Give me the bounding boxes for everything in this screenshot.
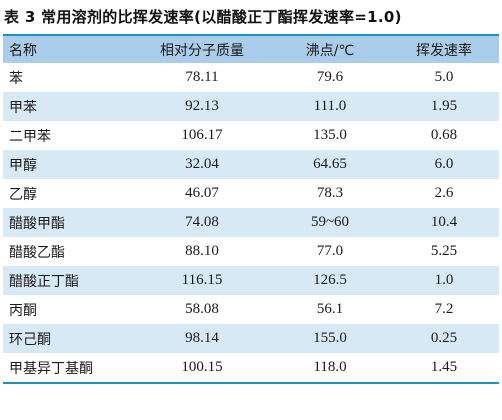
cell-boiling-point: 111.0: [271, 92, 389, 121]
cell-boiling-point: 77.0: [316, 243, 344, 259]
cell-evaporation-rate: 1.45: [389, 353, 499, 384]
cell-molecular-weight: 32.04: [133, 150, 271, 179]
cell-molecular-weight: 106.17: [181, 127, 223, 143]
cell-boiling-point: 126.5: [271, 266, 389, 295]
cell-molecular-weight: 74.08: [133, 208, 271, 237]
cell-name: 醋酸乙酯: [9, 244, 65, 261]
cell-name: 丙酮: [9, 302, 37, 319]
table-row: 苯 78.11 79.6 5.0: [3, 63, 499, 92]
cell-boiling-point: 155.0: [271, 324, 389, 353]
cell-boiling-point: 56.1: [316, 301, 344, 317]
cell-boiling-point: 78.3: [316, 185, 344, 201]
cell-boiling-point: 64.65: [271, 150, 389, 179]
cell-molecular-weight: 98.14: [133, 324, 271, 353]
cell-evaporation-rate: 5.0: [434, 69, 454, 85]
header-molecular-weight: 相对分子质量: [133, 35, 271, 63]
cell-evaporation-rate: 7.2: [434, 301, 454, 317]
table-row: 醋酸甲酯 74.08 59~60 10.4: [3, 208, 499, 237]
table-row: 丙酮 58.08 56.1 7.2: [3, 295, 499, 324]
table-row: 环己酮 98.14 155.0 0.25: [3, 324, 499, 353]
cell-boiling-point: 79.6: [316, 69, 344, 85]
table-row: 甲苯 92.13 111.0 1.95: [3, 92, 499, 121]
cell-molecular-weight: 78.11: [185, 69, 219, 85]
cell-evaporation-rate: 0.25: [389, 324, 499, 353]
table-row: 甲基异丁基酮 100.15 118.0 1.45: [3, 353, 499, 384]
table-row: 二甲苯 106.17 135.0 0.68: [3, 121, 499, 150]
cell-name: 环己酮: [3, 324, 133, 353]
table-row: 甲醇 32.04 64.65 6.0: [3, 150, 499, 179]
cell-evaporation-rate: 0.68: [430, 127, 458, 143]
table-row: 醋酸乙酯 88.10 77.0 5.25: [3, 237, 499, 266]
header-evaporation-rate: 挥发速率: [389, 35, 499, 63]
cell-evaporation-rate: 1.0: [389, 266, 499, 295]
cell-evaporation-rate: 6.0: [389, 150, 499, 179]
cell-boiling-point: 59~60: [271, 208, 389, 237]
cell-evaporation-rate: 5.25: [430, 243, 458, 259]
table-caption: 表 3 常用溶剂的比挥发速率(以醋酸正丁酯挥发速率=1.0): [4, 8, 402, 26]
solvent-table: 名称 相对分子质量 沸点/℃ 挥发速率 苯 78.11 79.6 5.0 甲苯 …: [3, 34, 499, 384]
cell-name: 醋酸甲酯: [3, 208, 133, 237]
cell-evaporation-rate: 1.95: [389, 92, 499, 121]
header-name: 名称: [3, 35, 133, 63]
cell-molecular-weight: 58.08: [185, 301, 219, 317]
cell-name: 甲基异丁基酮: [3, 353, 133, 384]
table-row: 醋酸正丁酯 116.15 126.5 1.0: [3, 266, 499, 295]
cell-molecular-weight: 100.15: [133, 353, 271, 384]
cell-evaporation-rate: 10.4: [389, 208, 499, 237]
cell-molecular-weight: 46.07: [185, 185, 219, 201]
cell-boiling-point: 135.0: [313, 127, 347, 143]
cell-evaporation-rate: 2.6: [434, 185, 454, 201]
cell-name: 醋酸正丁酯: [3, 266, 133, 295]
table-row: 乙醇 46.07 78.3 2.6: [3, 179, 499, 208]
cell-name: 乙醇: [9, 186, 37, 203]
cell-boiling-point: 118.0: [271, 353, 389, 384]
cell-molecular-weight: 116.15: [133, 266, 271, 295]
cell-name: 苯: [9, 70, 23, 87]
table-header-row: 名称 相对分子质量 沸点/℃ 挥发速率: [3, 35, 499, 63]
cell-name: 二甲苯: [9, 128, 51, 145]
header-boiling-point: 沸点/℃: [271, 35, 389, 63]
cell-molecular-weight: 88.10: [185, 243, 219, 259]
cell-molecular-weight: 92.13: [133, 92, 271, 121]
cell-name: 甲苯: [3, 92, 133, 121]
cell-name: 甲醇: [3, 150, 133, 179]
